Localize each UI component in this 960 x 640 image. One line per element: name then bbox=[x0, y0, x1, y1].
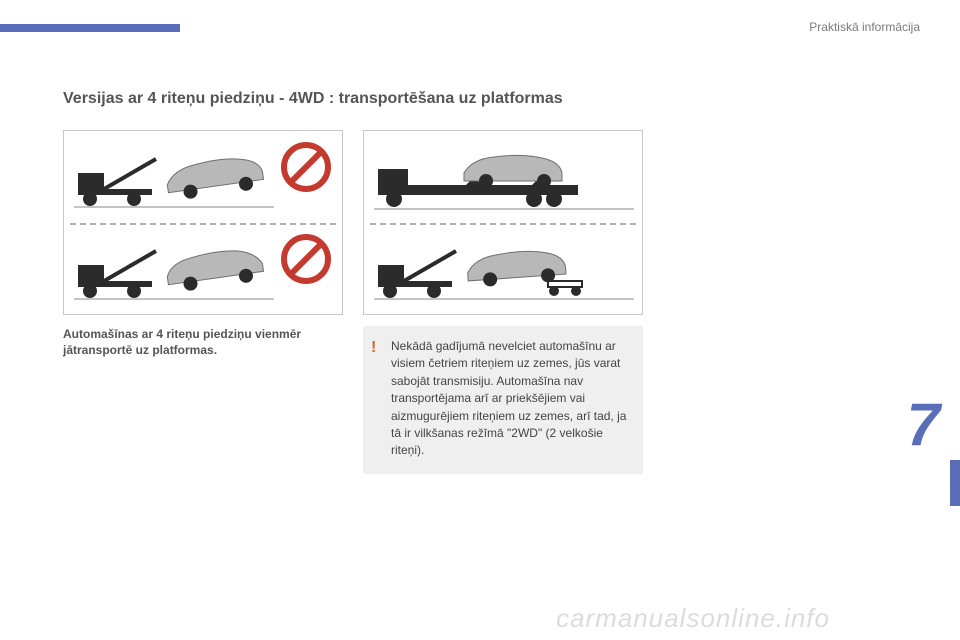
diagram-correct bbox=[363, 130, 643, 315]
watermark: carmanualsonline.info bbox=[556, 603, 830, 634]
page-title: Versijas ar 4 riteņu piedziņu - 4WD : tr… bbox=[63, 90, 563, 108]
warning-text: Nekādā gadījumā nevelciet automašīnu ar … bbox=[391, 339, 626, 457]
illustration-flatbed bbox=[374, 139, 634, 215]
warning-icon: ! bbox=[371, 336, 376, 359]
illustration-tow-rear-lift bbox=[74, 231, 274, 307]
diagram-correct-flatbed bbox=[364, 131, 642, 223]
header-accent-bar bbox=[0, 24, 180, 32]
diagram-prohibited bbox=[63, 130, 343, 315]
diagram-prohibited-front-lift bbox=[64, 131, 342, 223]
chapter-number: 7 bbox=[907, 390, 940, 459]
warning-box: ! Nekādā gadījumā nevelciet automašīnu a… bbox=[363, 326, 643, 474]
diagram-correct-dolly bbox=[364, 223, 642, 315]
illustration-tow-with-dolly bbox=[374, 231, 634, 307]
prohibited-icon bbox=[280, 141, 332, 193]
header-section-label: Praktiskā informācija bbox=[809, 20, 920, 34]
diagram-prohibited-rear-lift bbox=[64, 223, 342, 315]
prohibited-icon bbox=[280, 233, 332, 285]
illustration-tow-front-lift bbox=[74, 139, 274, 215]
diagram-caption: Automašīnas ar 4 riteņu piedziņu vienmēr… bbox=[63, 326, 343, 358]
chapter-edge-bar bbox=[950, 460, 960, 506]
